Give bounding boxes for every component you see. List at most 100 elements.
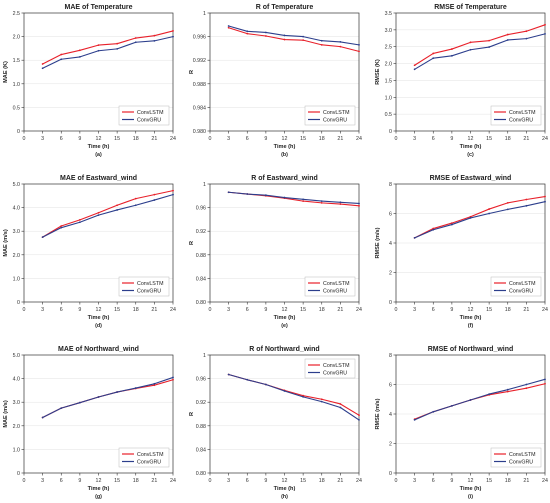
data-point (116, 209, 119, 211)
series-line-convlstm (42, 30, 174, 65)
x-tick-label: 18 (505, 307, 511, 313)
chart-panel-8: R of Northward_wind 0.80 0.84 0.88 0.92 0.96 1… (189, 346, 362, 500)
y-tick-label: 1.0 (13, 447, 20, 453)
chart-title: MAE of Northward_wind (58, 346, 139, 353)
data-point (134, 387, 137, 389)
legend-box (490, 105, 542, 126)
data-point (469, 48, 472, 51)
series-line-convgru (42, 194, 174, 238)
data-point (432, 52, 435, 55)
x-tick-label: 3 (227, 307, 230, 313)
x-tick-label: 24 (170, 478, 176, 484)
y-axis-label: R (189, 70, 195, 74)
legend-label: ConvGRU (509, 289, 533, 295)
y-tick-label: 0.80 (196, 300, 206, 306)
series-line-convlstm (228, 27, 360, 52)
data-point (172, 193, 174, 196)
data-point (153, 193, 156, 196)
chart-panel-5: R of Eastward_wind 0.80 0.84 0.88 0.92 0.96 1 0… (189, 175, 362, 329)
data-point (525, 387, 528, 390)
x-tick-label: 18 (319, 307, 325, 313)
data-point (358, 50, 360, 53)
data-point (450, 54, 453, 57)
y-tick-label: 2.0 (13, 253, 20, 259)
y-tick-label: 0.5 (385, 112, 392, 118)
data-point (302, 395, 305, 398)
y-tick-label: 2 (389, 271, 392, 277)
data-point (264, 383, 267, 386)
data-point (41, 236, 44, 239)
x-tick-label: 3 (413, 478, 416, 484)
data-point (283, 38, 286, 41)
chart-panel-3: RMSE of Temperature 0 0.5 1.0 1.5 2.0 2.5 3.0 3.… (375, 4, 548, 158)
legend-label: ConvLSTM (137, 110, 164, 116)
data-point (246, 378, 249, 381)
y-tick-label: 8 (389, 182, 392, 188)
x-tick-label: 24 (356, 307, 362, 313)
x-tick-label: 0 (23, 478, 26, 484)
data-point (320, 201, 323, 204)
data-point (60, 58, 63, 61)
y-tick-label: 3.0 (385, 28, 392, 34)
data-point (358, 202, 360, 205)
data-point (432, 228, 435, 231)
x-tick-label: 6 (432, 478, 435, 484)
x-axis-label: Time (h) (460, 144, 482, 150)
y-tick-label: 4 (389, 412, 392, 418)
x-tick-label: 12 (468, 478, 474, 484)
data-point (488, 46, 491, 48)
y-tick-label: 0.84 (196, 276, 206, 282)
data-point (488, 212, 491, 215)
data-point (134, 41, 137, 44)
data-point (525, 198, 528, 201)
x-tick-label: 18 (133, 478, 139, 484)
x-axis-label: Time (h) (88, 144, 110, 150)
x-tick-label: 15 (486, 136, 492, 142)
y-tick-label: 0 (17, 129, 20, 135)
series-line-convgru (414, 378, 546, 421)
data-point (153, 39, 156, 42)
y-tick-label: 6 (389, 383, 392, 389)
y-tick-label: 1 (203, 11, 206, 17)
x-tick-label: 24 (170, 136, 176, 142)
y-tick-label: 4 (389, 241, 392, 247)
x-tick-label: 0 (23, 307, 26, 313)
legend-label: ConvGRU (323, 371, 347, 377)
legend-label: ConvGRU (509, 460, 533, 466)
y-tick-label: 3.5 (385, 11, 392, 17)
x-tick-label: 21 (337, 478, 343, 484)
data-point (506, 33, 509, 36)
x-tick-label: 3 (41, 478, 44, 484)
y-tick-label: 0.96 (196, 377, 206, 383)
plot-frame (23, 12, 174, 132)
data-point (172, 189, 174, 192)
y-tick-label: 1.0 (385, 95, 392, 101)
series-line-convgru (414, 201, 546, 239)
x-tick-label: 0 (209, 307, 212, 313)
legend-label: ConvLSTM (509, 110, 536, 116)
x-tick-label: 9 (264, 478, 267, 484)
x-axis-label: Time (h) (460, 486, 482, 492)
panel-label: (f) (468, 323, 474, 329)
data-point (116, 42, 119, 45)
y-tick-label: 0.988 (193, 82, 206, 88)
x-tick-label: 6 (246, 478, 249, 484)
panel-label: (d) (95, 323, 102, 329)
y-tick-label: 0.88 (196, 424, 206, 430)
y-tick-label: 0.96 (196, 206, 206, 212)
x-axis-label: Time (h) (274, 486, 296, 492)
y-tick-label: 0.980 (193, 129, 206, 135)
x-tick-label: 9 (450, 307, 453, 313)
x-tick-label: 6 (432, 136, 435, 142)
panel-label: (b) (281, 152, 288, 158)
data-point (320, 398, 323, 401)
x-tick-label: 3 (227, 478, 230, 484)
x-tick-label: 6 (60, 478, 63, 484)
chart-title: RMSE of Eastward_wind (430, 175, 512, 182)
data-point (488, 208, 491, 210)
data-point (413, 419, 416, 421)
y-tick-label: 0.996 (193, 35, 206, 41)
data-point (339, 203, 342, 205)
data-point (544, 23, 546, 26)
y-tick-label: 0 (389, 300, 392, 306)
